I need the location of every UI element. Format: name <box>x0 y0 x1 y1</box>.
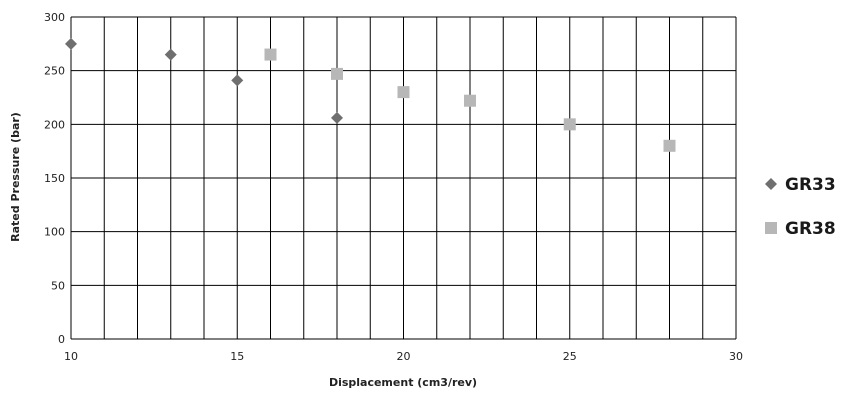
legend-marker-gr38 <box>765 222 777 234</box>
x-tick-label: 30 <box>729 350 743 363</box>
x-axis-ticks: 10 15 20 25 30 <box>64 350 743 363</box>
x-tick-label: 15 <box>230 350 244 363</box>
y-tick-label: 50 <box>51 279 65 292</box>
data-points <box>65 37 676 152</box>
y-axis-ticks: 0 50 100 150 200 250 300 <box>44 11 65 346</box>
x-tick-label: 10 <box>64 350 78 363</box>
x-axis-title: Displacement (cm3/rev) <box>329 376 477 389</box>
x-tick-label: 20 <box>397 350 411 363</box>
y-axis-title: Rated Pressure (bar) <box>9 112 22 242</box>
data-point-gr38 <box>331 67 343 80</box>
grid-lines <box>70 16 737 340</box>
data-point-gr38 <box>264 48 277 61</box>
y-tick-label: 200 <box>44 118 65 131</box>
x-tick-label: 25 <box>563 350 577 363</box>
y-tick-label: 300 <box>44 11 65 24</box>
y-tick-label: 100 <box>44 226 65 239</box>
legend-marker-gr33 <box>765 178 777 190</box>
data-point-gr38 <box>464 94 476 107</box>
data-point-gr33 <box>164 48 177 61</box>
legend: GR33 GR38 <box>765 175 836 239</box>
data-point-gr38 <box>663 139 676 152</box>
y-tick-label: 0 <box>58 333 65 346</box>
y-tick-label: 150 <box>44 172 65 185</box>
data-point-gr33 <box>65 37 77 50</box>
legend-label-gr33: GR33 <box>785 175 836 195</box>
legend-label-gr38: GR38 <box>785 219 836 239</box>
data-point-gr38 <box>563 118 576 131</box>
data-point-gr33 <box>231 74 244 87</box>
data-point-gr33 <box>331 111 343 124</box>
data-point-gr38 <box>397 86 410 99</box>
y-tick-label: 250 <box>44 65 65 78</box>
